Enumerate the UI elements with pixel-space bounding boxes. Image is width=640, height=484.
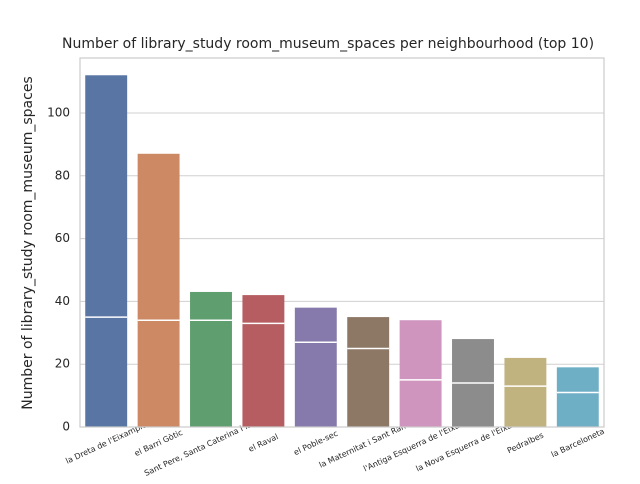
bar [85, 75, 128, 427]
x-tick-label: el Raval [247, 432, 280, 454]
y-tick-label: 40 [55, 294, 70, 308]
bar [504, 357, 547, 427]
bar [347, 317, 390, 427]
y-tick-label: 60 [55, 231, 70, 245]
bar [556, 367, 599, 427]
bar [137, 153, 180, 428]
x-tick-label: Pedralbes [506, 431, 545, 456]
y-tick-label: 100 [47, 105, 70, 119]
y-tick-label: 0 [62, 420, 70, 434]
y-tick-label: 20 [55, 357, 70, 371]
bar [294, 307, 337, 427]
y-axis-label: Number of library_study room_museum_spac… [20, 76, 36, 409]
x-tick-label: la Barceloneta [550, 427, 606, 460]
y-tick-label: 80 [55, 168, 70, 182]
bar [242, 295, 285, 427]
plot-frame [79, 57, 605, 428]
chart-title: Number of library_study room_museum_spac… [62, 36, 594, 52]
bar [399, 320, 442, 427]
bar [190, 291, 232, 427]
x-tick-label: el Poble-sec [292, 429, 339, 457]
